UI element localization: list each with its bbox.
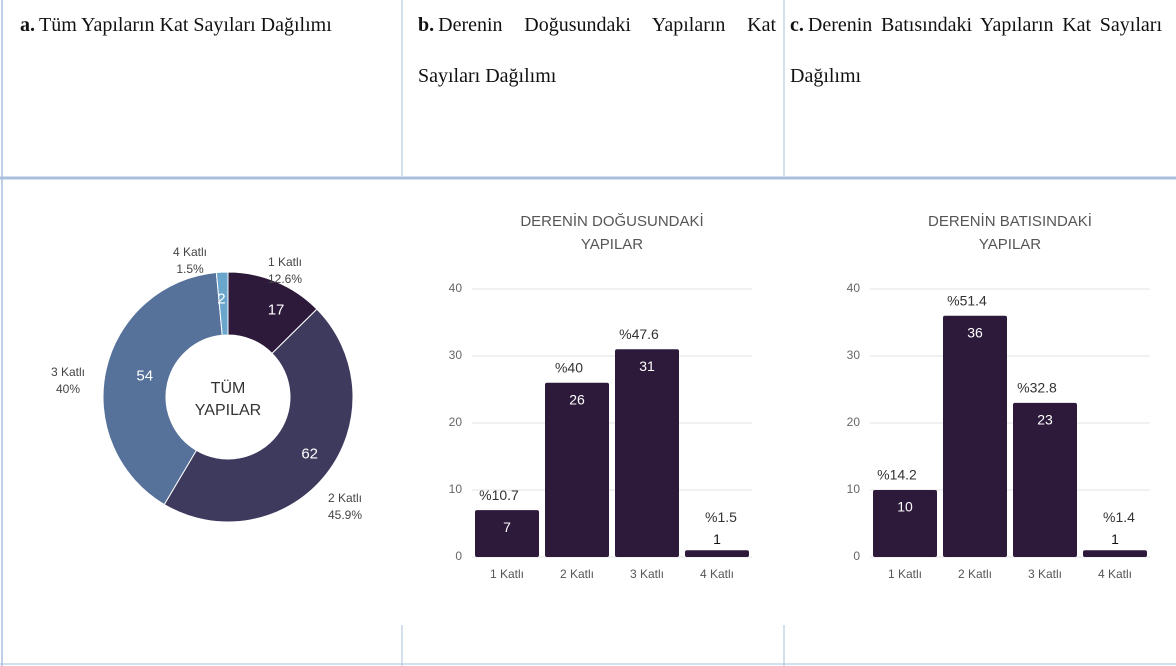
bar xyxy=(1013,402,1077,557)
value-label: 7 xyxy=(503,519,511,535)
header-cell: c. Derenin Batısındaki Yapıların Kat Sayı… xyxy=(784,0,1176,176)
y-tick-label: 30 xyxy=(449,348,463,362)
percent-label: %40 xyxy=(555,360,583,376)
bar xyxy=(1083,550,1147,557)
slice-percent: 12.6% xyxy=(268,272,302,286)
slice-value: 17 xyxy=(268,302,285,319)
x-tick-label: 2 Katlı xyxy=(560,567,594,581)
slice-value: 2 xyxy=(217,291,225,308)
bar xyxy=(615,349,679,557)
x-tick-label: 4 Katlı xyxy=(1098,567,1132,581)
percent-label: %47.6 xyxy=(619,326,659,342)
center-label: YAPILAR xyxy=(195,402,261,419)
y-tick-label: 10 xyxy=(449,482,463,496)
header-cell: a. Tüm Yapıların Kat Sayıları Dağılımı xyxy=(0,0,402,176)
chart-title: DERENİN BATISINDAKİ xyxy=(928,212,1092,230)
pie-slice xyxy=(163,308,354,523)
bar xyxy=(545,382,609,557)
y-tick-label: 0 xyxy=(853,549,860,563)
header-label: a. xyxy=(20,14,35,36)
slice-value: 62 xyxy=(301,446,318,463)
bar xyxy=(475,510,539,557)
value-label: 23 xyxy=(1037,412,1053,428)
pie-slice xyxy=(215,271,229,336)
y-tick-label: 40 xyxy=(449,281,463,295)
y-tick-label: 20 xyxy=(449,415,463,429)
value-label: 31 xyxy=(639,358,655,374)
slice-percent: 1.5% xyxy=(176,262,204,276)
y-tick-label: 20 xyxy=(847,415,861,429)
x-tick-label: 3 Katlı xyxy=(630,567,664,581)
value-label: 1 xyxy=(1111,531,1119,547)
chart-title: YAPILAR xyxy=(979,236,1041,253)
slice-percent: 45.9% xyxy=(328,508,362,522)
slice-category: 2 Katlı xyxy=(328,491,362,505)
value-label: 10 xyxy=(897,499,913,515)
header-label: b. xyxy=(418,14,435,36)
percent-label: %32.8 xyxy=(1017,380,1057,396)
value-label: 1 xyxy=(713,531,721,547)
header-text: Tüm Yapıların Kat Sayıları Dağılımı xyxy=(39,14,332,36)
x-tick-label: 2 Katlı xyxy=(958,567,992,581)
header-cell: b. Derenin Doğusundaki Yapıların Kat Sayı… xyxy=(402,0,784,176)
bar xyxy=(685,550,749,557)
percent-label: %1.4 xyxy=(1103,509,1135,525)
y-tick-label: 10 xyxy=(847,482,861,496)
y-tick-label: 0 xyxy=(455,549,462,563)
x-tick-label: 1 Katlı xyxy=(888,567,922,581)
slice-category: 4 Katlı xyxy=(173,245,207,259)
slice-percent: 40% xyxy=(56,382,80,396)
header-label: c. xyxy=(790,14,804,36)
header-text: Derenin Batısındaki Yapıların Kat Sayıla… xyxy=(790,14,1162,87)
pie-slice xyxy=(102,271,223,506)
chart-title: YAPILAR xyxy=(581,236,643,253)
x-tick-label: 3 Katlı xyxy=(1028,567,1062,581)
chart-title: DERENİN DOĞUSUNDAKİ xyxy=(520,212,703,230)
slice-category: 3 Katlı xyxy=(51,365,85,379)
value-label: 36 xyxy=(967,325,983,341)
percent-label: %1.5 xyxy=(705,509,737,525)
bar xyxy=(873,490,937,557)
slice-category: 1 Katlı xyxy=(268,255,302,269)
bar xyxy=(943,315,1007,557)
value-label: 26 xyxy=(569,392,585,408)
percent-label: %51.4 xyxy=(947,293,987,309)
x-tick-label: 4 Katlı xyxy=(700,567,734,581)
header-text: Derenin Doğusundaki Yapıların Kat Sayıla… xyxy=(418,14,776,87)
percent-label: %10.7 xyxy=(479,487,519,503)
slice-value: 54 xyxy=(136,367,153,384)
y-tick-label: 30 xyxy=(847,348,861,362)
y-tick-label: 40 xyxy=(847,281,861,295)
center-label: TÜM xyxy=(211,379,246,397)
percent-label: %14.2 xyxy=(877,467,917,483)
x-tick-label: 1 Katlı xyxy=(490,567,524,581)
